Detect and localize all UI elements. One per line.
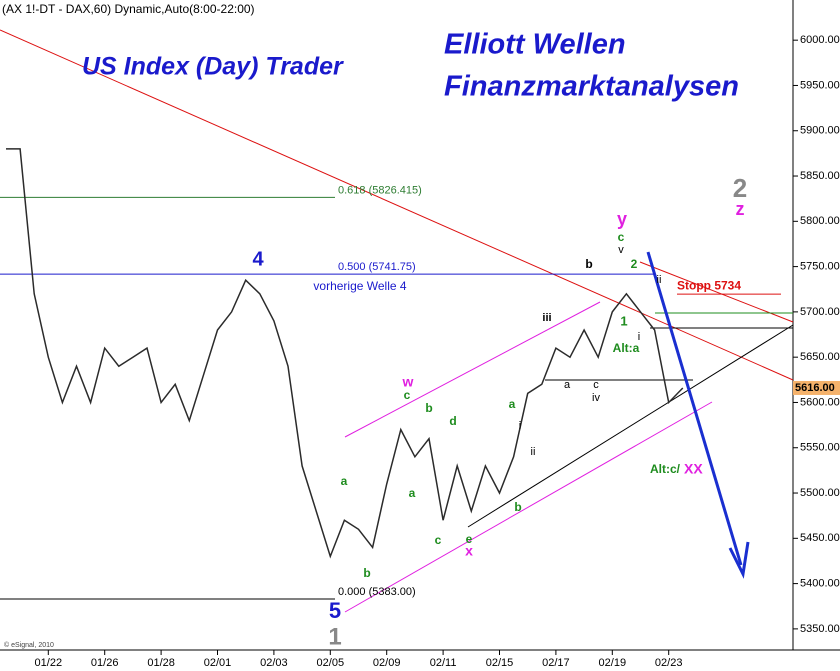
wave-label: 1 [328, 623, 341, 650]
y-tick-label: 5500.00 [800, 487, 840, 499]
y-tick-label: 5450.00 [800, 532, 840, 544]
y-tick-label: 5550.00 [800, 442, 840, 454]
wave-label: 2 [631, 257, 638, 271]
x-tick-label: 02/09 [373, 657, 401, 669]
y-tick-label: 5400.00 [800, 578, 840, 590]
arrow-head [728, 541, 750, 579]
y-tick-label: 5600.00 [800, 396, 840, 408]
y-tick-label: 5350.00 [800, 623, 840, 635]
trend-line [467, 324, 794, 528]
y-tick-label: 5950.00 [800, 79, 840, 91]
wave-label: b [585, 257, 592, 271]
wave-label: c [618, 230, 625, 244]
wave-label: a [409, 486, 416, 500]
wave-label: Alt:c/ [650, 462, 681, 476]
wave-label: 1 [620, 313, 627, 328]
trend-line [639, 261, 794, 323]
chart-title: (AX 1!-DT - DAX,60) Dynamic,Auto(8:00-22… [2, 2, 255, 16]
x-tick-label: 02/17 [542, 657, 570, 669]
x-tick-label: 01/26 [91, 657, 119, 669]
last-price-label: 5616.00 [795, 382, 835, 394]
wave-label: a [509, 397, 516, 411]
y-tick-label: 5650.00 [800, 351, 840, 363]
y-tick-label: 5750.00 [800, 261, 840, 273]
price-line [6, 148, 684, 559]
fib-label: 0.618 (5826.415) [338, 184, 422, 196]
stop-label: Stopp 5734 [677, 278, 741, 292]
wave-label: z [736, 199, 745, 219]
wave-label: vorherige Welle 4 [313, 279, 406, 293]
wave-label: 2 [733, 173, 747, 203]
channel-line [344, 401, 713, 613]
wave-label: c [435, 533, 442, 547]
brand-line: Finanzmarktanalysen [444, 71, 739, 103]
x-tick-label: 02/03 [260, 657, 288, 669]
y-tick-label: 5850.00 [800, 170, 840, 182]
channel-line [344, 301, 601, 438]
subtitle: US Index (Day) Trader [82, 53, 344, 81]
wave-label: c [404, 388, 411, 402]
wave-label: d [449, 414, 456, 428]
wave-label: b [363, 566, 370, 580]
fib-label: 0.000 (5383.00) [338, 586, 416, 598]
wave-label: iv [592, 392, 600, 404]
x-tick-label: 02/15 [486, 657, 514, 669]
wave-label: ii [657, 274, 662, 286]
trend-line [0, 29, 794, 381]
last-price-box [793, 380, 840, 395]
wave-label: v [618, 244, 624, 256]
wave-label: c [593, 379, 599, 391]
x-tick-label: 01/22 [35, 657, 63, 669]
y-tick-label: 5700.00 [800, 306, 840, 318]
wave-label: b [514, 500, 521, 514]
x-tick-label: 02/19 [599, 657, 627, 669]
wave-label: b [425, 401, 432, 415]
wave-label: Alt:a [613, 341, 640, 355]
wave-label: 4 [252, 248, 264, 270]
y-tick-label: 5900.00 [800, 125, 840, 137]
wave-label: e [466, 532, 473, 546]
wave-label: ii [531, 446, 536, 458]
wave-label: x [465, 543, 473, 559]
wave-label: y [617, 209, 627, 229]
x-tick-label: 02/01 [204, 657, 232, 669]
x-tick-label: 02/05 [317, 657, 345, 669]
brand-line: Elliott Wellen [444, 29, 626, 61]
x-tick-label: 02/23 [655, 657, 683, 669]
y-tick-label: 5800.00 [800, 215, 840, 227]
x-tick-label: 02/11 [430, 657, 457, 669]
wave-label: 5 [329, 598, 341, 623]
wave-label: iii [542, 312, 551, 324]
wave-label: a [564, 379, 571, 391]
wave-label: i [519, 420, 521, 432]
y-tick-label: 6000.00 [800, 34, 840, 46]
forecast-arrow [646, 251, 743, 566]
wave-label: XX [684, 461, 703, 477]
copyright: © eSignal, 2010 [4, 641, 54, 649]
wave-label: w [402, 374, 414, 390]
wave-label: a [341, 474, 348, 488]
x-tick-label: 01/28 [147, 657, 175, 669]
wave-label: i [638, 331, 640, 343]
fib-label: 0.500 (5741.75) [338, 261, 416, 273]
